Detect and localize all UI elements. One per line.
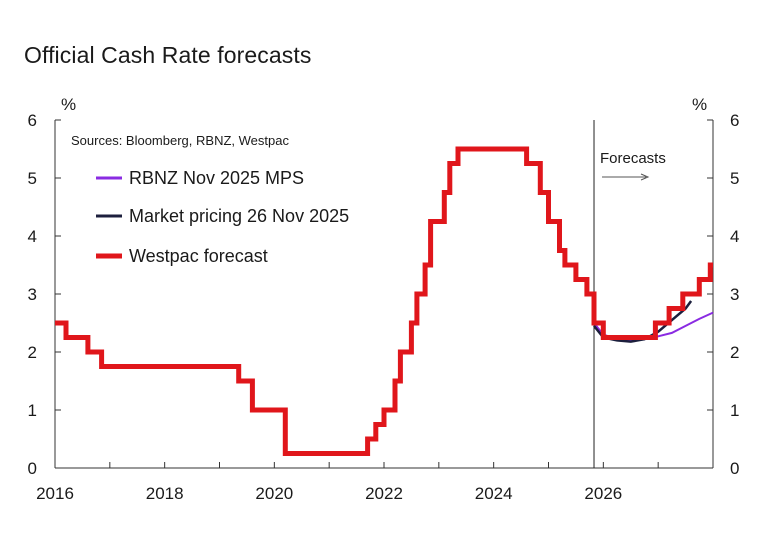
- y-tick-label-right: 2: [730, 343, 739, 362]
- source-note: Sources: Bloomberg, RBNZ, Westpac: [71, 133, 289, 148]
- chart-labels: 0 0 1 1 2 2 3 3 4 4 5 5 6 6% % 2016 2018 2020 2022 2024 2026…: [28, 95, 740, 503]
- series-lines: [55, 146, 714, 456]
- y-tick-label-right: 0: [730, 459, 739, 478]
- x-tick-label: 2020: [255, 484, 293, 503]
- legend: Sources: Bloomberg, RBNZ, Westpac RBNZ No…: [71, 133, 349, 266]
- y-unit-right: %: [692, 95, 707, 114]
- y-tick-label-left: 5: [28, 169, 37, 188]
- x-tick-label: 2016: [36, 484, 74, 503]
- y-tick-label-left: 0: [28, 459, 37, 478]
- y-tick-label-left: 3: [28, 285, 37, 304]
- y-tick-label-left: 2: [28, 343, 37, 362]
- series-westpac-forecast: [55, 146, 713, 456]
- x-tick-label: 2024: [475, 484, 513, 503]
- y-tick-label-left: 4: [28, 227, 37, 246]
- y-tick-label-right: 5: [730, 169, 739, 188]
- y-tick-label-right: 3: [730, 285, 739, 304]
- x-tick-label: 2026: [584, 484, 622, 503]
- y-tick-label-right: 6: [730, 111, 739, 130]
- y-tick-label-left: 1: [28, 401, 37, 420]
- x-tick-label: 2018: [146, 484, 184, 503]
- y-tick-label-right: 4: [730, 227, 739, 246]
- chart-title: Official Cash Rate forecasts: [24, 42, 312, 68]
- x-tick-label: 2022: [365, 484, 403, 503]
- legend-label: Westpac forecast: [129, 246, 268, 266]
- y-unit-left: %: [61, 95, 76, 114]
- y-tick-label-right: 1: [730, 401, 739, 420]
- legend-label: RBNZ Nov 2025 MPS: [129, 168, 304, 188]
- legend-label: Market pricing 26 Nov 2025: [129, 206, 349, 226]
- forecast-label: Forecasts: [600, 150, 666, 167]
- forecast-arrow-head: [640, 173, 650, 181]
- y-tick-label-left: 6: [28, 111, 37, 130]
